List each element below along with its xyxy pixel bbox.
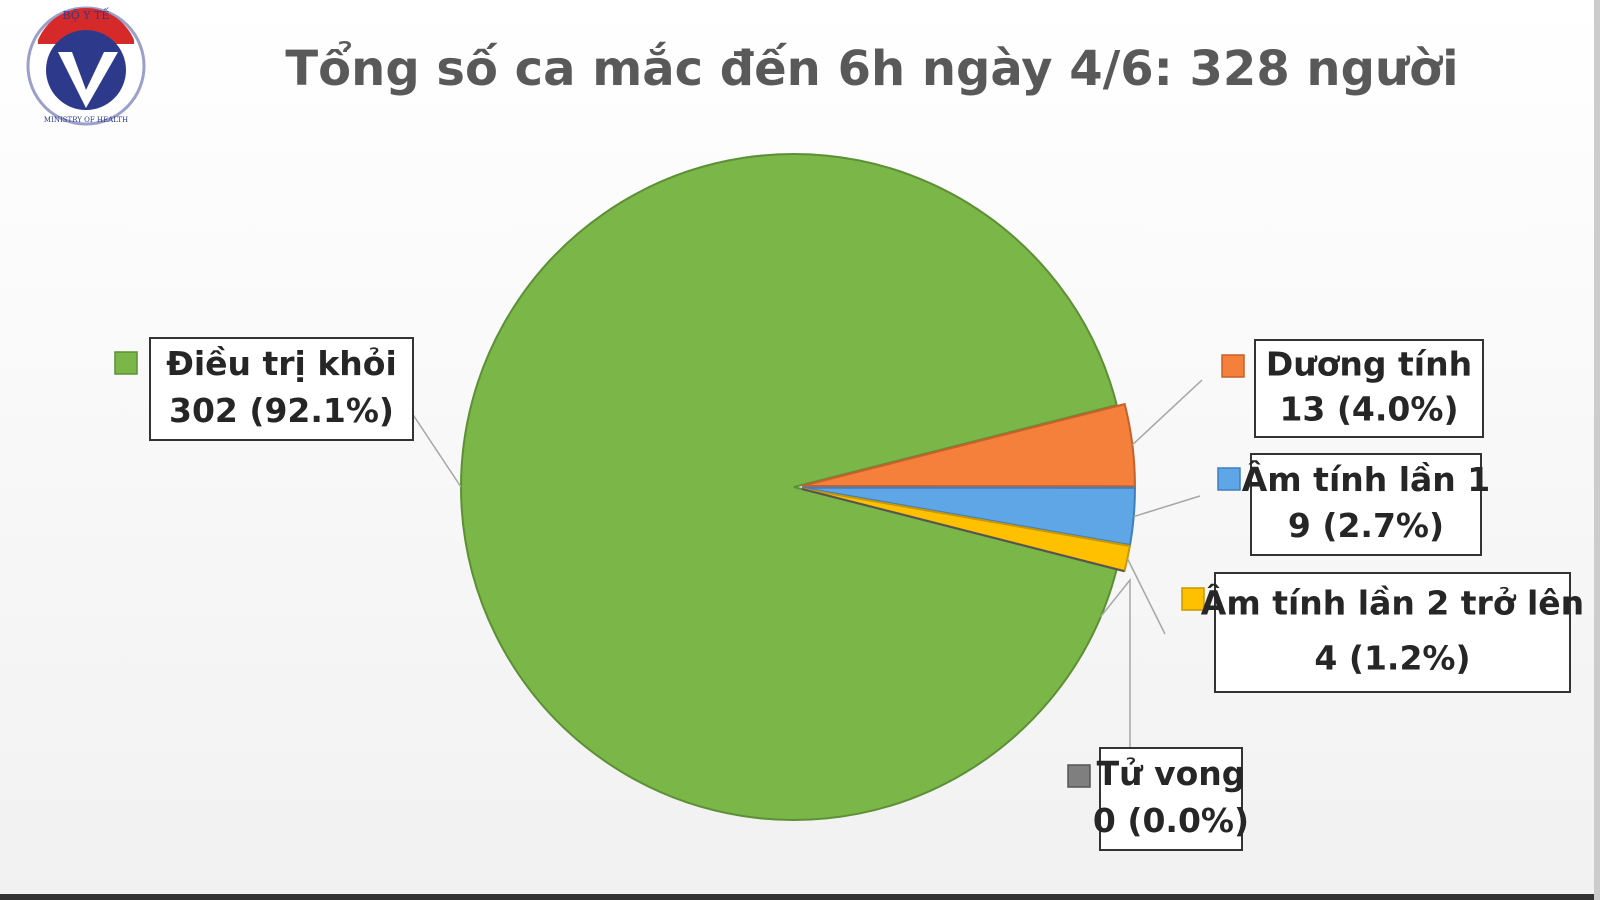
legend-swatch [1067, 764, 1091, 788]
right-border [1594, 0, 1600, 900]
legend-swatch [1221, 354, 1245, 378]
logo-bottom: MINISTRY OF HEALTH [44, 116, 128, 124]
bottom-border [0, 894, 1600, 900]
category-label: Âm tính lần 1 [1242, 459, 1491, 499]
leader-line [1100, 577, 1131, 748]
logo-top: BỘ Y TẾ [63, 7, 110, 22]
label-box [1214, 572, 1571, 693]
pie-slice [801, 488, 1125, 573]
logo: BỘ Y TẾ MINISTRY OF HEALTH [26, 6, 146, 126]
leader-line [1133, 495, 1201, 518]
value-label: 0 (0.0%) [1093, 801, 1249, 840]
value-label: 302 (92.1%) [169, 391, 394, 430]
label-box [1254, 339, 1484, 438]
category-label: Tử vong [1097, 754, 1246, 793]
label-box [149, 337, 414, 441]
leader-line [1131, 379, 1203, 446]
logo-blue [46, 30, 126, 110]
legend-swatch [1217, 467, 1241, 491]
legend-swatch [1181, 587, 1205, 611]
label-box [1250, 453, 1482, 556]
chart-title: Tổng số ca mắc đến 6h ngày 4/6: 328 ngườ… [285, 41, 1458, 97]
logo-v [58, 52, 118, 108]
value-label: 4 (1.2%) [1314, 638, 1470, 677]
category-label: Điều trị khỏi [166, 344, 397, 383]
value-label: 9 (2.7%) [1288, 506, 1444, 545]
leader-line [1126, 558, 1166, 635]
value-label: 13 (4.0%) [1279, 389, 1458, 428]
category-label: Dương tính [1266, 345, 1472, 384]
category-label: Âm tính lần 2 trở lên [1201, 583, 1584, 623]
pie-slice [801, 486, 1136, 547]
logo-red [38, 8, 134, 44]
label-box [1099, 747, 1243, 851]
legend-swatch [114, 351, 138, 375]
